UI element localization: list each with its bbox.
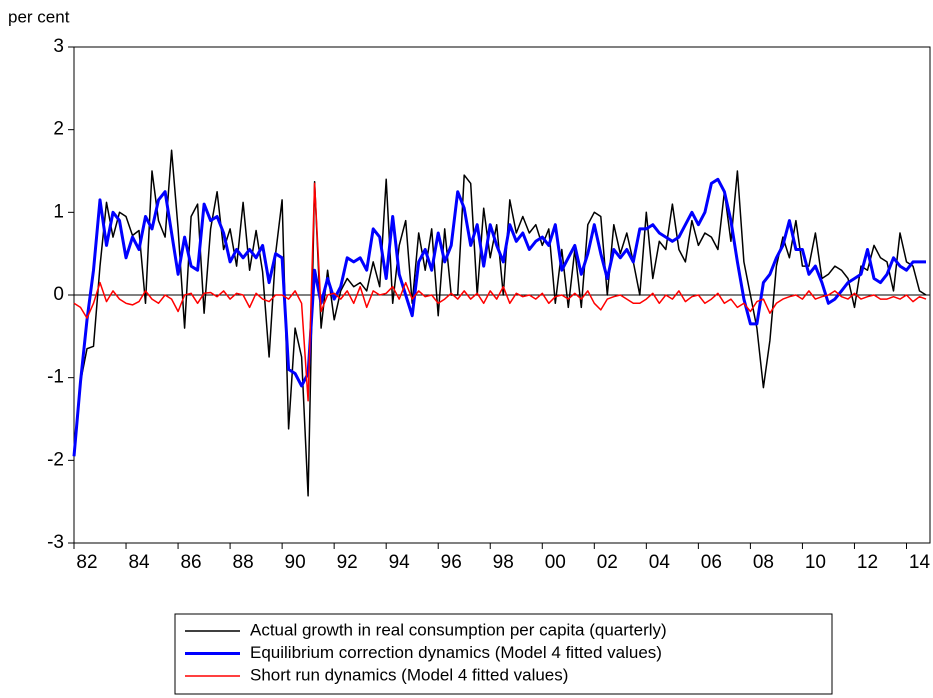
x-tick-label: 84 [128,552,150,573]
y-tick-label: -1 [47,367,64,388]
y-tick-label: 2 [53,119,64,140]
x-tick-label: 98 [493,552,514,573]
x-tick-label: 12 [857,552,878,573]
x-tick-label: 10 [805,552,826,573]
x-tick-label: 06 [701,552,722,573]
x-tick-label: 82 [76,552,97,573]
legend-box [174,613,833,695]
x-tick-label: 04 [649,552,671,573]
x-tick-label: 00 [545,552,566,573]
series-line [72,177,926,457]
x-tick-label: 86 [180,552,201,573]
y-tick-label: -3 [47,532,64,553]
legend-label: Short run dynamics (Model 4 fitted value… [250,665,568,684]
x-tick-label: 90 [285,552,306,573]
y-tick-label: 0 [53,284,64,305]
x-tick-label: 88 [233,552,254,573]
legend-label: Actual growth in real consumption per ca… [250,620,667,639]
legend-label: Equilibrium correction dynamics (Model 4… [250,643,662,662]
y-tick-label: 1 [53,201,64,222]
series-line [73,182,927,402]
x-tick-label: 02 [597,552,618,573]
y-tick-label: 3 [53,36,64,57]
x-tick-label: 08 [753,552,774,573]
x-tick-label: 14 [909,552,931,573]
x-tick-label: 96 [441,552,462,573]
series-line [73,149,927,497]
x-tick-label: 92 [337,552,358,573]
x-tick-label: 94 [389,552,411,573]
y-tick-label: -2 [47,449,64,470]
y-axis-label: per cent [8,7,70,26]
